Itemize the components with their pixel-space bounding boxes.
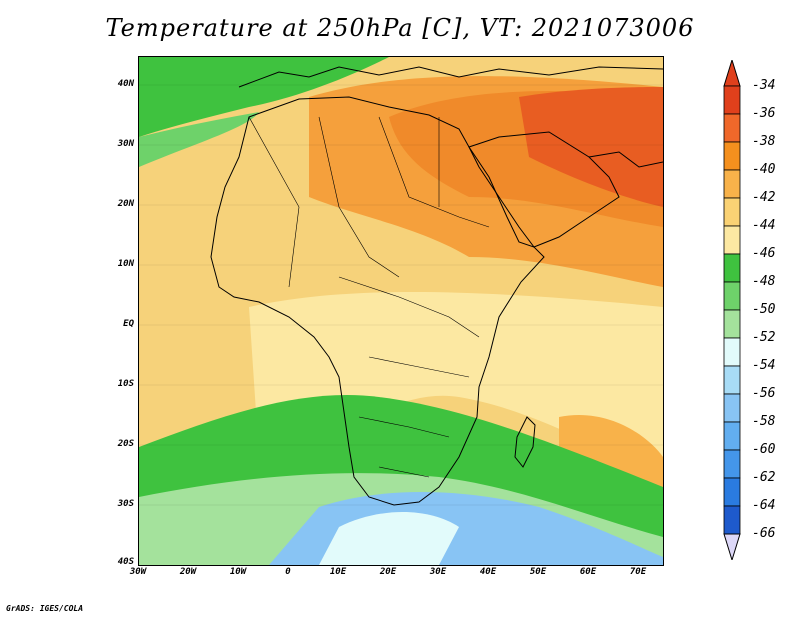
colorbar-tick-label: -66 [752,526,776,541]
lat-label: 10S [117,379,134,389]
colorbar-segment [723,85,741,115]
colorbar-segment [723,309,741,339]
graticule [139,84,663,506]
colorbar-segment [723,393,741,423]
colorbar-tick-label: -44 [752,218,776,233]
lat-label: EQ [123,319,134,329]
lon-label: 10W [229,567,247,577]
colorbar-tick-label: -52 [752,330,776,345]
colorbar-segment [723,449,741,479]
field-region-cool-nw2 [139,112,259,167]
colorbar-segment [723,281,741,311]
colorbar-tick-label: -58 [752,414,776,429]
colorbar-bottom-arrow [723,533,741,560]
map-panel [138,56,664,566]
field-band-pale [249,292,663,477]
field-cold-pale [319,512,459,565]
coastline-madagascar [514,416,536,468]
colorbar-segment [723,421,741,451]
field-region-hottest [519,87,663,207]
colorbar-segment [723,197,741,227]
temperature-field [139,57,663,565]
coastline-europe [238,66,663,88]
lon-label: 20W [179,567,197,577]
colorbar [723,60,741,560]
field-region-cool-nw [139,57,389,137]
colorbar-segment [723,225,741,255]
colorbar-tick-label: -60 [752,442,776,457]
lon-label: 70E [629,567,647,577]
colorbar-segment [723,337,741,367]
lat-label: 40S [117,557,134,567]
colorbar-tick-label: -40 [752,162,776,177]
colorbar-tick-label: -42 [752,190,776,205]
colorbar-tick-label: -48 [752,274,776,289]
country-borders [248,116,490,478]
colorbar-segment [723,477,741,507]
colorbar-tick-label: -50 [752,302,776,317]
colorbar-tick-label: -62 [752,470,776,485]
lat-label: 20N [117,199,134,209]
lon-label: 50E [529,567,547,577]
coastline-asia [588,151,663,168]
lat-label: 20S [117,439,134,449]
chart-title: Temperature at 250hPa [C], VT: 202107300… [105,14,695,42]
lon-label: 0 [285,567,291,577]
colorbar-tick-label: -64 [752,498,776,513]
colorbar-tick-label: -56 [752,386,776,401]
colorbar-segment [723,113,741,143]
lon-label: 10E [329,567,347,577]
colorbar-segment [723,169,741,199]
colorbar-tick-label: -46 [752,246,776,261]
colorbar-top-arrow [723,60,741,87]
colorbar-tick-label: -54 [752,358,776,373]
colorbar-segment [723,141,741,171]
lon-label: 40E [479,567,497,577]
colorbar-segment [723,253,741,283]
lat-label: 40N [117,79,134,89]
colorbar-segment [723,505,741,535]
lat-label: 30N [117,139,134,149]
colorbar-segment [723,365,741,395]
lat-label: 30S [117,499,134,509]
lon-label: 30E [429,567,447,577]
lon-label: 20E [379,567,397,577]
coastline-arabia [468,131,620,248]
lon-label: 60E [579,567,597,577]
colorbar-tick-label: -36 [752,106,776,121]
lat-label: 10N [117,259,134,269]
colorbar-tick-label: -34 [752,78,776,93]
footer-credit: GrADS: IGES/COLA [6,604,84,613]
colorbar-tick-label: -38 [752,134,776,149]
lon-label: 30W [129,567,147,577]
